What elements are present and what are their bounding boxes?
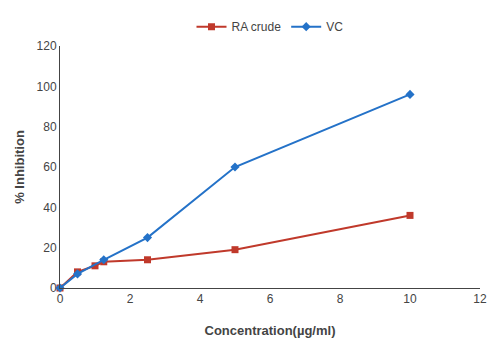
- svg-text:6: 6: [267, 292, 274, 306]
- svg-text:80: 80: [43, 120, 57, 134]
- svg-text:% Inhibition: % Inhibition: [12, 130, 27, 204]
- svg-text:Concentration(µg/ml): Concentration(µg/ml): [205, 323, 336, 338]
- svg-text:VC: VC: [326, 20, 343, 34]
- svg-text:8: 8: [337, 292, 344, 306]
- svg-text:60: 60: [43, 160, 57, 174]
- svg-text:4: 4: [197, 292, 204, 306]
- svg-text:12: 12: [473, 292, 487, 306]
- svg-text:RA crude: RA crude: [232, 20, 282, 34]
- svg-text:120: 120: [37, 39, 57, 53]
- svg-text:0: 0: [57, 292, 64, 306]
- svg-text:2: 2: [127, 292, 134, 306]
- svg-text:0: 0: [50, 281, 57, 295]
- svg-text:10: 10: [403, 292, 417, 306]
- svg-text:20: 20: [43, 241, 57, 255]
- svg-text:100: 100: [37, 80, 57, 94]
- svg-text:40: 40: [43, 201, 57, 215]
